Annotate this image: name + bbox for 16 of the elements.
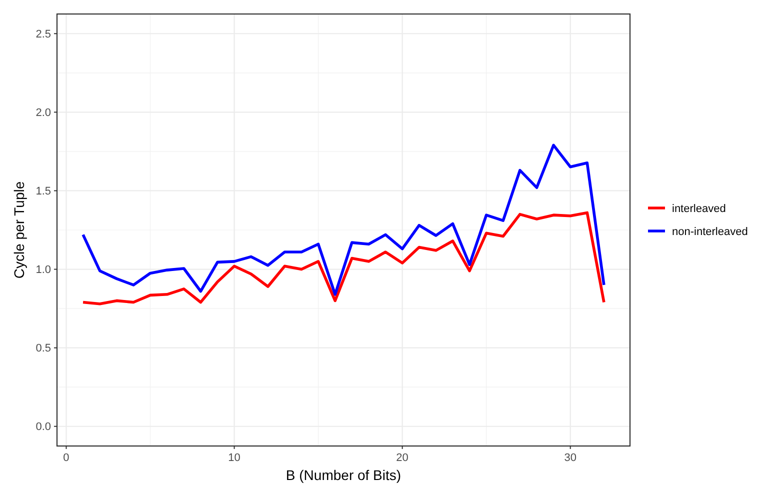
x-tick-label: 10	[228, 452, 240, 464]
y-tick-label: 0.0	[36, 421, 51, 434]
x-tick-label: 0	[63, 452, 70, 464]
x-tick-label: 20	[396, 452, 408, 464]
legend-label: non-interleaved	[672, 226, 748, 238]
x-tick-label: 30	[564, 452, 576, 464]
y-tick-label: 1.5	[36, 186, 51, 198]
line-series	[82, 211, 606, 306]
y-tick-label: 1.0	[36, 264, 51, 276]
y-tick-label: 0.5	[36, 342, 51, 355]
legend-label: interleaved	[672, 202, 726, 215]
y-axis-title: Cycle per Tuple	[11, 181, 27, 279]
x-axis-title: B (Number of Bits)	[286, 467, 402, 483]
y-tick-label: 2.0	[36, 107, 51, 120]
y-tick-label: 2.5	[36, 28, 51, 40]
line-series	[82, 144, 606, 296]
